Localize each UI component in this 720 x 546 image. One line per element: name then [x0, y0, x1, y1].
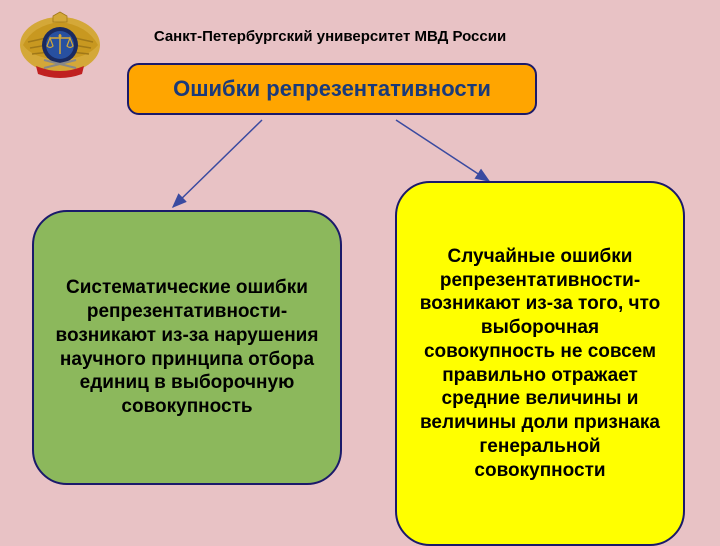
left-box-systematic-errors: Систематические ошибки репрезентативност…: [32, 210, 342, 485]
institution-header: Санкт-Петербургский университет МВД Росс…: [145, 28, 515, 46]
title-box: Ошибки репрезентативности: [127, 63, 537, 115]
left-box-text: Систематические ошибки репрезентативност…: [52, 276, 322, 419]
title-text: Ошибки репрезентативности: [173, 76, 491, 102]
right-box-text: Случайные ошибки репрезентативности- воз…: [415, 245, 665, 483]
arrow-right: [396, 120, 489, 181]
arrow-left: [173, 120, 262, 207]
right-box-random-errors: Случайные ошибки репрезентативности- воз…: [395, 181, 685, 546]
institution-logo: [18, 10, 103, 85]
